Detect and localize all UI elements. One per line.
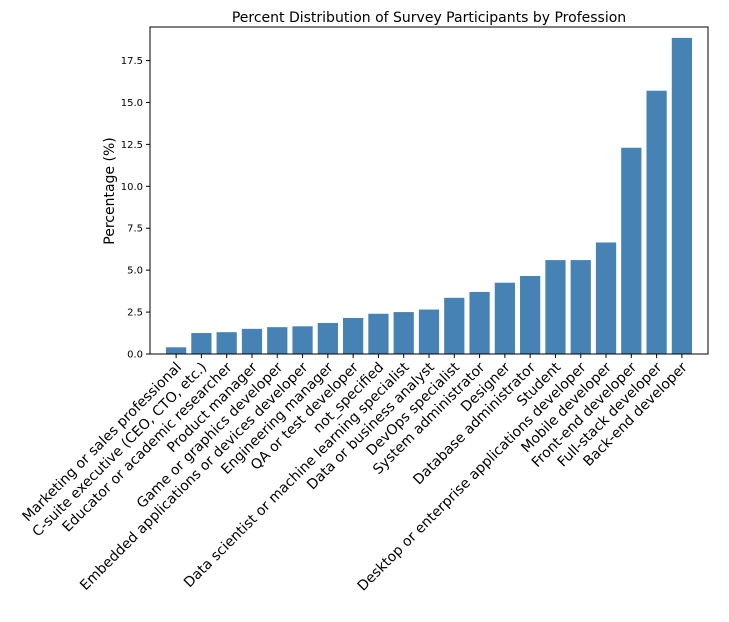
bar (241, 328, 263, 354)
y-tick-label: 5.0 (127, 266, 143, 277)
y-tick-label: 10.0 (121, 182, 143, 193)
y-tick-label: 17.5 (121, 56, 143, 67)
y-tick-label: 2.5 (127, 308, 143, 319)
bar (671, 37, 692, 355)
bar (216, 332, 237, 354)
bar (292, 326, 313, 354)
bar (343, 317, 364, 354)
bar (191, 333, 212, 354)
bar (317, 322, 338, 354)
chart-title: Percent Distribution of Survey Participa… (232, 10, 626, 26)
y-tick-label: 0.0 (127, 350, 143, 361)
bar (444, 297, 465, 354)
y-tick-label: 12.5 (121, 140, 143, 151)
bar (469, 291, 490, 354)
bar (418, 309, 440, 354)
y-tick-label: 15.0 (121, 98, 143, 109)
bar (368, 313, 389, 354)
bar (267, 327, 288, 354)
bar (570, 260, 591, 354)
y-axis-label: Percentage (%) (102, 137, 118, 244)
bar (393, 312, 414, 354)
bar (595, 242, 617, 354)
bars-group (166, 37, 692, 355)
bar (520, 276, 541, 354)
bar (545, 260, 566, 354)
y-axis-ticks: 0.0 2.5 5.0 7.5 10.0 12.5 15.0 17.5 (121, 56, 150, 361)
y-tick-label: 7.5 (127, 224, 143, 235)
bar (646, 90, 667, 354)
bar (494, 282, 515, 354)
bar (166, 347, 187, 354)
bar (621, 147, 642, 354)
plot-frame (149, 26, 709, 355)
